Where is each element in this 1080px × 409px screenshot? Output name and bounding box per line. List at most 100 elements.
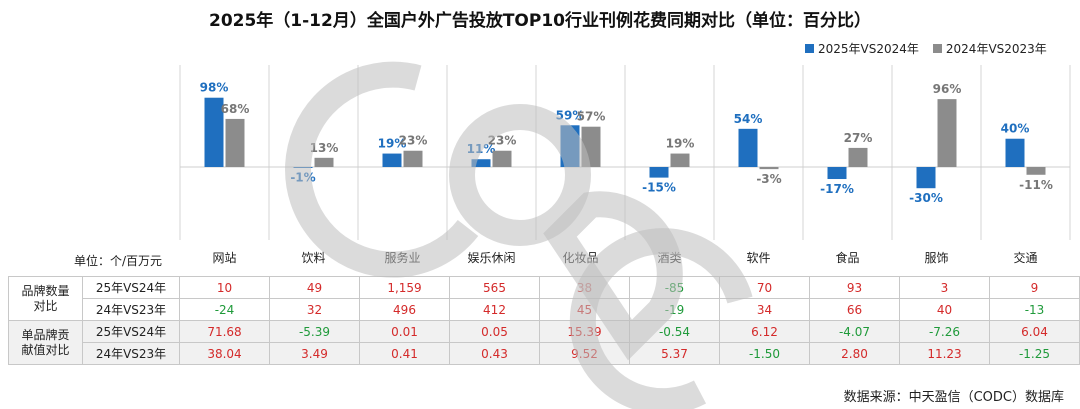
bar-2025: [471, 159, 491, 167]
table-cell: 34: [719, 298, 810, 321]
data-label-2024: -11%: [1019, 178, 1053, 192]
category-label: 饮料: [301, 251, 325, 265]
table-cell: 412: [449, 298, 540, 321]
data-label-2024: -3%: [756, 172, 781, 186]
category-label: 化妆品: [562, 251, 598, 265]
category-label: 服饰: [924, 251, 948, 265]
table-cell: -1.50: [719, 342, 810, 365]
data-label-2024: 19%: [666, 137, 695, 151]
bar-2025: [916, 167, 936, 189]
table-cell: -85: [629, 276, 720, 299]
data-label-2024: 23%: [488, 134, 517, 148]
table-cell: -19: [629, 298, 720, 321]
data-table: 品牌数量 对比 25年VS24年 10 49 1,159 565 38 -85 70 93 3 9 24年…: [8, 276, 1080, 365]
table-group-label-line: 献值对比: [21, 342, 70, 357]
table-group-label: 品牌数量 对比: [8, 276, 83, 321]
chart-title: 2025年（1-12月）全国户外广告投放TOP10行业刊例花费同期对比（单位：百…: [208, 11, 872, 31]
bar-2024: [225, 118, 245, 167]
table-cell: 6.04: [989, 320, 1080, 343]
table-cell: 3.49: [269, 342, 360, 365]
category-label: 娱乐休闲: [467, 251, 515, 265]
table-cell: 49: [269, 276, 360, 299]
category-label: 食品: [835, 250, 859, 265]
data-source: 数据来源：中天盈信（CODC）数据库: [843, 390, 1064, 405]
legend-swatch-2024: [932, 44, 942, 53]
table-cell: 2.80: [809, 342, 900, 365]
bar-2024: [1026, 167, 1046, 175]
category-label: 软件: [746, 251, 770, 265]
chart-legend: 2025年VS2024年 2024年VS2023年: [805, 40, 1047, 57]
table-cell: 0.43: [449, 342, 540, 365]
bar-2025: [827, 167, 847, 180]
bar-2024: [759, 167, 779, 170]
data-label-2024: 23%: [399, 134, 428, 148]
table-cell: 565: [449, 276, 540, 299]
bar-2025: [382, 153, 402, 167]
table-cell: 5.37: [629, 342, 720, 365]
bar-2025: [204, 97, 224, 167]
table-row: 品牌数量 对比 25年VS24年 10 49 1,159 565 38 -85 70 93 3 9: [8, 276, 1080, 321]
table-cell: 10: [179, 276, 270, 299]
data-label-2024: 68%: [221, 102, 250, 116]
table-row: 24年VS23年 38.04 3.49 0.41 0.43 9.52 5.37 -1.50 2.…: [9, 342, 1080, 365]
category-label: 酒类: [657, 251, 681, 265]
table-cell: -7.26: [899, 320, 990, 343]
bar-2025: [1005, 138, 1025, 167]
legend-label-2024: 2024年VS2023年: [945, 42, 1047, 56]
table-cell: 496: [359, 298, 450, 321]
table-group-label: 单品牌贡 献值对比: [8, 320, 83, 365]
table-group-label-line: 品牌数量: [21, 283, 70, 298]
table-cell: 11.23: [899, 342, 990, 365]
category-label: 网站: [212, 251, 236, 265]
bar-2024: [670, 153, 690, 167]
table-cell: 0.05: [449, 320, 540, 343]
unit-label: 单位：个/百万元: [74, 254, 163, 268]
bar-2024: [937, 99, 957, 167]
table-cell: 45: [539, 298, 630, 321]
bar-2024: [848, 147, 868, 167]
data-label-2025: 98%: [200, 81, 229, 95]
table-cell: 38: [539, 276, 630, 299]
bar-2024: [403, 150, 423, 167]
table-row-label: 24年VS23年: [82, 298, 180, 321]
table-group-label-line: 对比: [33, 298, 58, 313]
table-cell: -1.25: [989, 342, 1080, 365]
table-cell: 9: [989, 276, 1080, 299]
table-cell: 1,159: [359, 276, 450, 299]
table-cell: 9.52: [539, 342, 630, 365]
table-cell: 40: [899, 298, 990, 321]
legend-swatch-2025: [805, 44, 814, 53]
category-label: 交通: [1013, 250, 1037, 265]
legend-item-2025: 2025年VS2024年: [805, 40, 919, 57]
table-group-label-line: 单品牌贡: [21, 327, 70, 342]
table-row: 24年VS23年 -24 32 496 412 45 -19 34 66 40 -13: [9, 298, 1080, 321]
bar-chart: 网站98%68%饮料-1%13%服务业19%23%娱乐休闲11%23%化妆品59…: [179, 65, 1071, 265]
bar-2025: [649, 167, 669, 178]
table-cell: -5.39: [269, 320, 360, 343]
table-cell: 70: [719, 276, 810, 299]
table-row-label: 25年VS24年: [82, 276, 180, 299]
data-label-2024: 27%: [844, 131, 873, 145]
data-label-2025: -1%: [290, 171, 315, 185]
category-label: 服务业: [384, 250, 420, 265]
table-cell: 32: [269, 298, 360, 321]
table-cell: 6.12: [719, 320, 810, 343]
table-cell: -13: [989, 298, 1080, 321]
table-row: 单品牌贡 献值对比 25年VS24年 71.68 -5.39 0.01 0.05 15.39-…: [8, 320, 1080, 365]
table-cell: 0.01: [359, 320, 450, 343]
bar-2024: [314, 157, 334, 167]
data-label-2024: 96%: [933, 82, 962, 96]
legend-label-2025: 2025年VS2024年: [818, 42, 919, 56]
data-label-2024: 13%: [310, 141, 339, 155]
table-cell: -4.07: [809, 320, 900, 343]
table-row-label: 25年VS24年: [82, 320, 180, 343]
table-cell: 66: [809, 298, 900, 321]
table-cell: 71.68: [179, 320, 270, 343]
table-row-label: 24年VS23年: [82, 342, 180, 365]
table-cell: -0.54: [629, 320, 720, 343]
table-cell: 15.39: [539, 320, 630, 343]
bar-2024: [581, 126, 601, 167]
data-label-2025: -30%: [909, 191, 943, 205]
bar-2025: [560, 125, 580, 167]
table-cell: 0.41: [359, 342, 450, 365]
